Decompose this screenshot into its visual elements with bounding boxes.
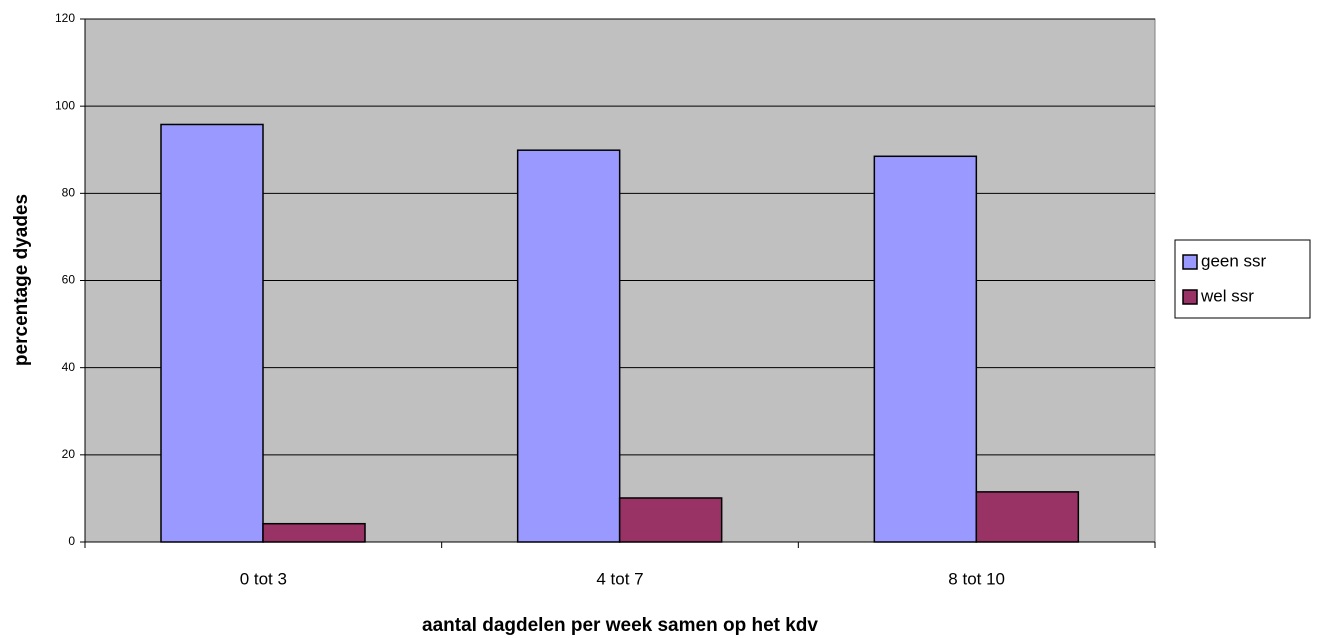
y-tick-label: 0 <box>68 534 75 548</box>
bar <box>160 123 264 543</box>
bar <box>873 155 978 543</box>
bar <box>975 491 1080 543</box>
legend-swatch <box>1182 254 1198 270</box>
x-tick-label: 0 tot 3 <box>240 569 287 588</box>
y-tick-label: 80 <box>62 186 76 200</box>
y-tick-label: 100 <box>55 98 75 112</box>
bar <box>516 149 621 543</box>
bar <box>262 522 366 543</box>
y-tick-label: 40 <box>62 360 76 374</box>
y-tick-label: 120 <box>55 11 75 25</box>
legend-label: wel ssr <box>1200 286 1254 305</box>
bar <box>618 497 723 543</box>
x-tick-label: 8 tot 10 <box>948 569 1005 588</box>
y-tick-label: 60 <box>62 273 76 287</box>
legend <box>1174 239 1311 319</box>
x-tick-label: 4 tot 7 <box>596 569 643 588</box>
legend-swatch <box>1182 289 1198 305</box>
y-axis-title: percentage dyades <box>11 194 32 366</box>
y-tick-label: 20 <box>62 447 76 461</box>
x-axis-title: aantal dagdelen per week samen op het kd… <box>422 615 818 636</box>
legend-label: geen ssr <box>1201 251 1267 270</box>
